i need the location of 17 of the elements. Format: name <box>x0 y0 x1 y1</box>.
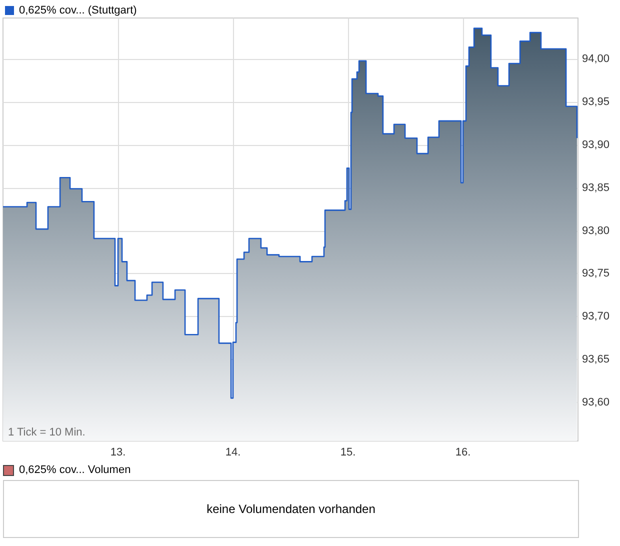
y-tick-label: 94,00 <box>582 53 610 66</box>
legend-label: 0,625% cov... (Stuttgart) <box>19 4 137 16</box>
y-tick-label: 93,75 <box>582 268 610 280</box>
x-tick-label: 14. <box>225 446 241 458</box>
x-tick-label: 13. <box>110 446 126 458</box>
y-tick-label: 93,70 <box>582 310 610 323</box>
x-tick-label: 15. <box>340 446 356 458</box>
y-tick-label: 93,85 <box>582 182 610 194</box>
y-tick-label: 93,60 <box>582 396 610 408</box>
x-tick-label: 16. <box>455 446 471 458</box>
annotation: 1 Tick = 10 Min. <box>8 426 86 438</box>
y-tick-label: 93,90 <box>582 138 610 151</box>
y-tick-label: 93,95 <box>582 96 610 108</box>
text: keine Volumendaten vorhanden <box>206 502 376 516</box>
y-tick-label: 93,80 <box>582 224 610 237</box>
text: 0,625% cov... Volumen <box>19 464 131 476</box>
y-tick-label: 93,65 <box>582 353 610 366</box>
